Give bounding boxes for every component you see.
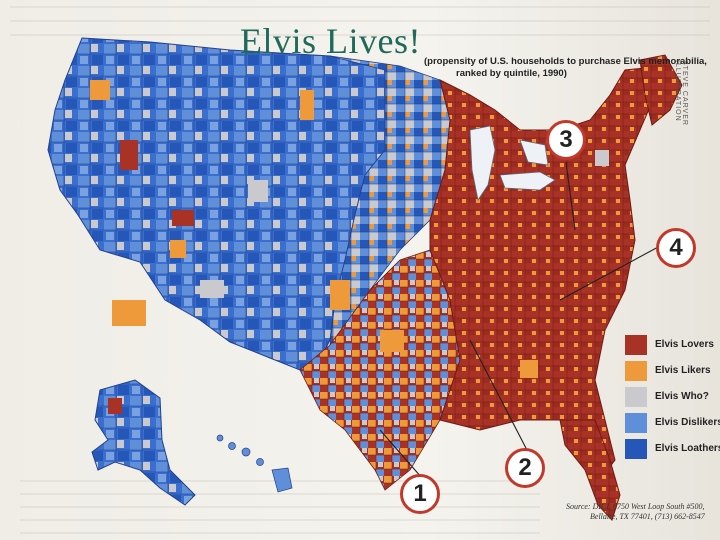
alaska xyxy=(91,379,196,506)
source-note: Source: DICI, 6750 West Loop South #500,… xyxy=(566,502,705,522)
source-line-2: Bellaire, TX 77401, (713) 662-8547 xyxy=(590,512,705,521)
florida xyxy=(559,419,621,521)
legend-swatch-lovers xyxy=(625,335,647,355)
legend-label-likers: Elvis Likers xyxy=(655,365,711,376)
maine xyxy=(639,54,683,126)
legend-swatch-loathers xyxy=(625,439,647,459)
callout-1: 1 xyxy=(400,474,440,514)
legend-label-who: Elvis Who? xyxy=(655,391,709,402)
source-line-1: Source: DICI, 6750 West Loop South #500, xyxy=(566,502,705,511)
legend-swatch-who xyxy=(625,387,647,407)
callout-3: 3 xyxy=(546,120,586,160)
map-east-region xyxy=(429,67,656,481)
subtitle-line-2: ranked by quintile, 1990) xyxy=(456,67,567,79)
legend-label-lovers: Elvis Lovers xyxy=(655,339,714,350)
legend-label-loathers: Elvis Loathers xyxy=(655,443,720,454)
accent-counties xyxy=(90,80,609,414)
legend-label-dislikers: Elvis Dislikers xyxy=(655,417,720,428)
callout-2: 2 xyxy=(505,448,545,488)
hawaii xyxy=(216,434,293,493)
great-lakes xyxy=(469,125,556,202)
legend-swatch-likers xyxy=(625,361,647,381)
callout-4: 4 xyxy=(656,228,696,268)
illustration-credit: STEVE CARVER ILLUSTRATION xyxy=(674,60,688,126)
background-text-block xyxy=(10,6,710,46)
map-subtitle: (propensity of U.S. households to purcha… xyxy=(424,56,707,79)
legend-swatch-dislikers xyxy=(625,413,647,433)
map-title: Elvis Lives! xyxy=(240,21,421,61)
callout-leaders xyxy=(379,161,661,479)
subtitle-line-1: (propensity of U.S. households to purcha… xyxy=(424,56,707,67)
